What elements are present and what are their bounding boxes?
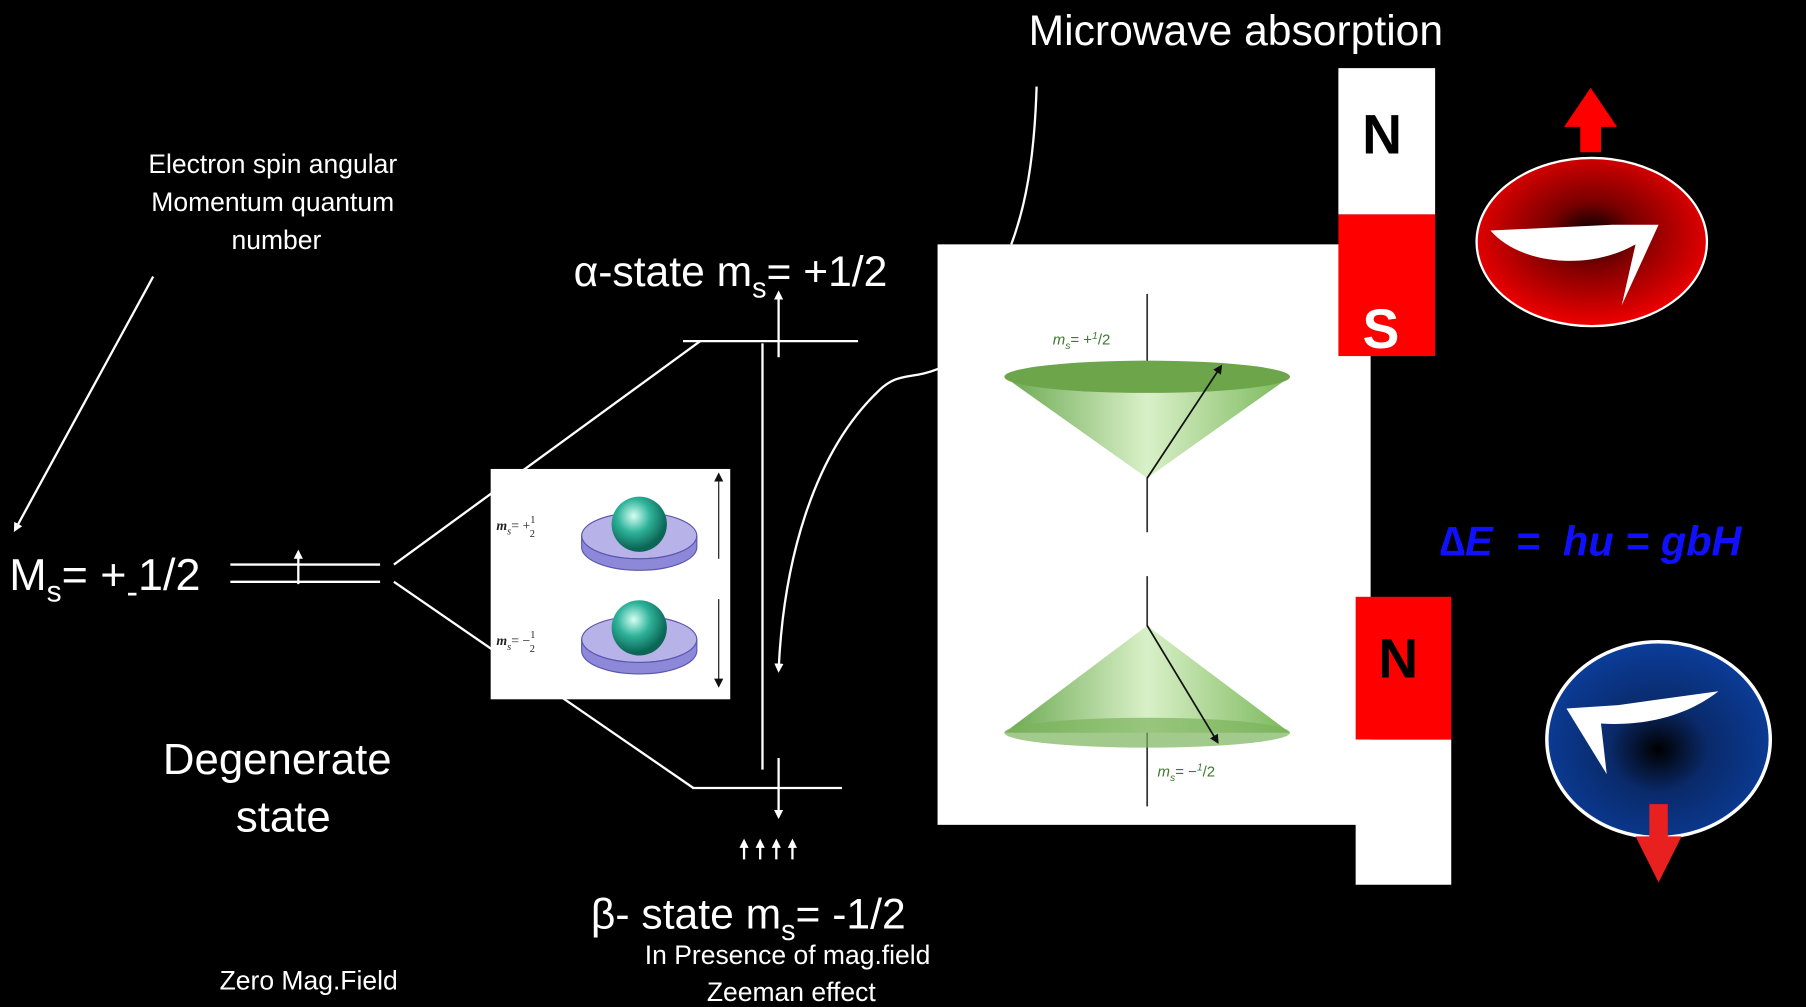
alpha-state: α-state ms= +1/2 — [574, 248, 888, 305]
delta-e: ∆E — [1440, 517, 1494, 564]
zero-field: Zero Mag.Field — [220, 966, 398, 996]
ms-value: 1/2 — [138, 549, 200, 600]
cone-panel — [938, 244, 1371, 825]
den-value: 2 — [1207, 763, 1215, 780]
spin-note: Electron spin angular Momentum quantum n… — [148, 149, 404, 255]
state-suffix: = +1/2 — [767, 248, 888, 296]
eq: = − — [511, 633, 530, 648]
state-prefix: α-state m — [574, 248, 753, 296]
ms-sub: s — [47, 575, 62, 608]
electron-up — [1477, 88, 1707, 326]
pole-label: N — [1378, 627, 1418, 689]
den: /2 — [1203, 763, 1216, 780]
equation-rest: = hu = gbH — [1493, 517, 1743, 564]
degenerate-label: Degenerate state — [163, 735, 404, 842]
slide: Microwave absorption Electron spin angul… — [0, 0, 1806, 1007]
num: 1 — [530, 630, 535, 641]
note-line: number — [232, 225, 322, 255]
pole-label: N — [1362, 103, 1402, 165]
connector-arrow — [779, 369, 939, 671]
num: 1 — [530, 515, 535, 526]
state-suffix: = -1/2 — [796, 891, 906, 939]
den-value: 2 — [1102, 332, 1110, 349]
note-line: Momentum quantum — [151, 187, 394, 217]
spin-arrows — [744, 841, 792, 859]
zeeman-note: In Presence of mag.field Zeeman effect — [645, 940, 938, 1007]
ms-eq: = + — [62, 549, 127, 600]
pole-label: S — [1363, 298, 1400, 360]
den: 2 — [530, 644, 535, 655]
connector — [1011, 87, 1036, 245]
den: 2 — [530, 529, 535, 540]
eq: = + — [1070, 332, 1092, 349]
m: m — [1053, 332, 1065, 349]
label-line: Degenerate — [163, 735, 392, 784]
note-line: Zeeman effect — [707, 977, 876, 1007]
state-sub: s — [752, 272, 766, 304]
ms-label: Ms= +-1/2 — [9, 549, 200, 612]
beta-state: β- state ms= -1/2 — [591, 891, 906, 948]
ms-symbol: M — [9, 549, 46, 600]
note-line: In Presence of mag.field — [645, 940, 931, 970]
spin-inset — [491, 469, 731, 699]
ms-pm: - — [127, 574, 139, 612]
note-line: Electron spin angular — [148, 149, 397, 179]
label-line: state — [236, 793, 331, 842]
equation: ∆E = hu = gbH — [1440, 517, 1743, 564]
state-prefix: β- state m — [591, 891, 781, 939]
m: m — [1158, 763, 1170, 780]
pointer-arrow — [15, 277, 153, 530]
title: Microwave absorption — [1029, 7, 1443, 55]
m: m — [496, 518, 507, 533]
m: m — [496, 633, 507, 648]
magnet-pole — [1356, 740, 1452, 885]
den: /2 — [1098, 332, 1110, 349]
electron-down — [1547, 642, 1770, 883]
eq: = + — [511, 518, 530, 533]
eq: = − — [1175, 763, 1197, 780]
